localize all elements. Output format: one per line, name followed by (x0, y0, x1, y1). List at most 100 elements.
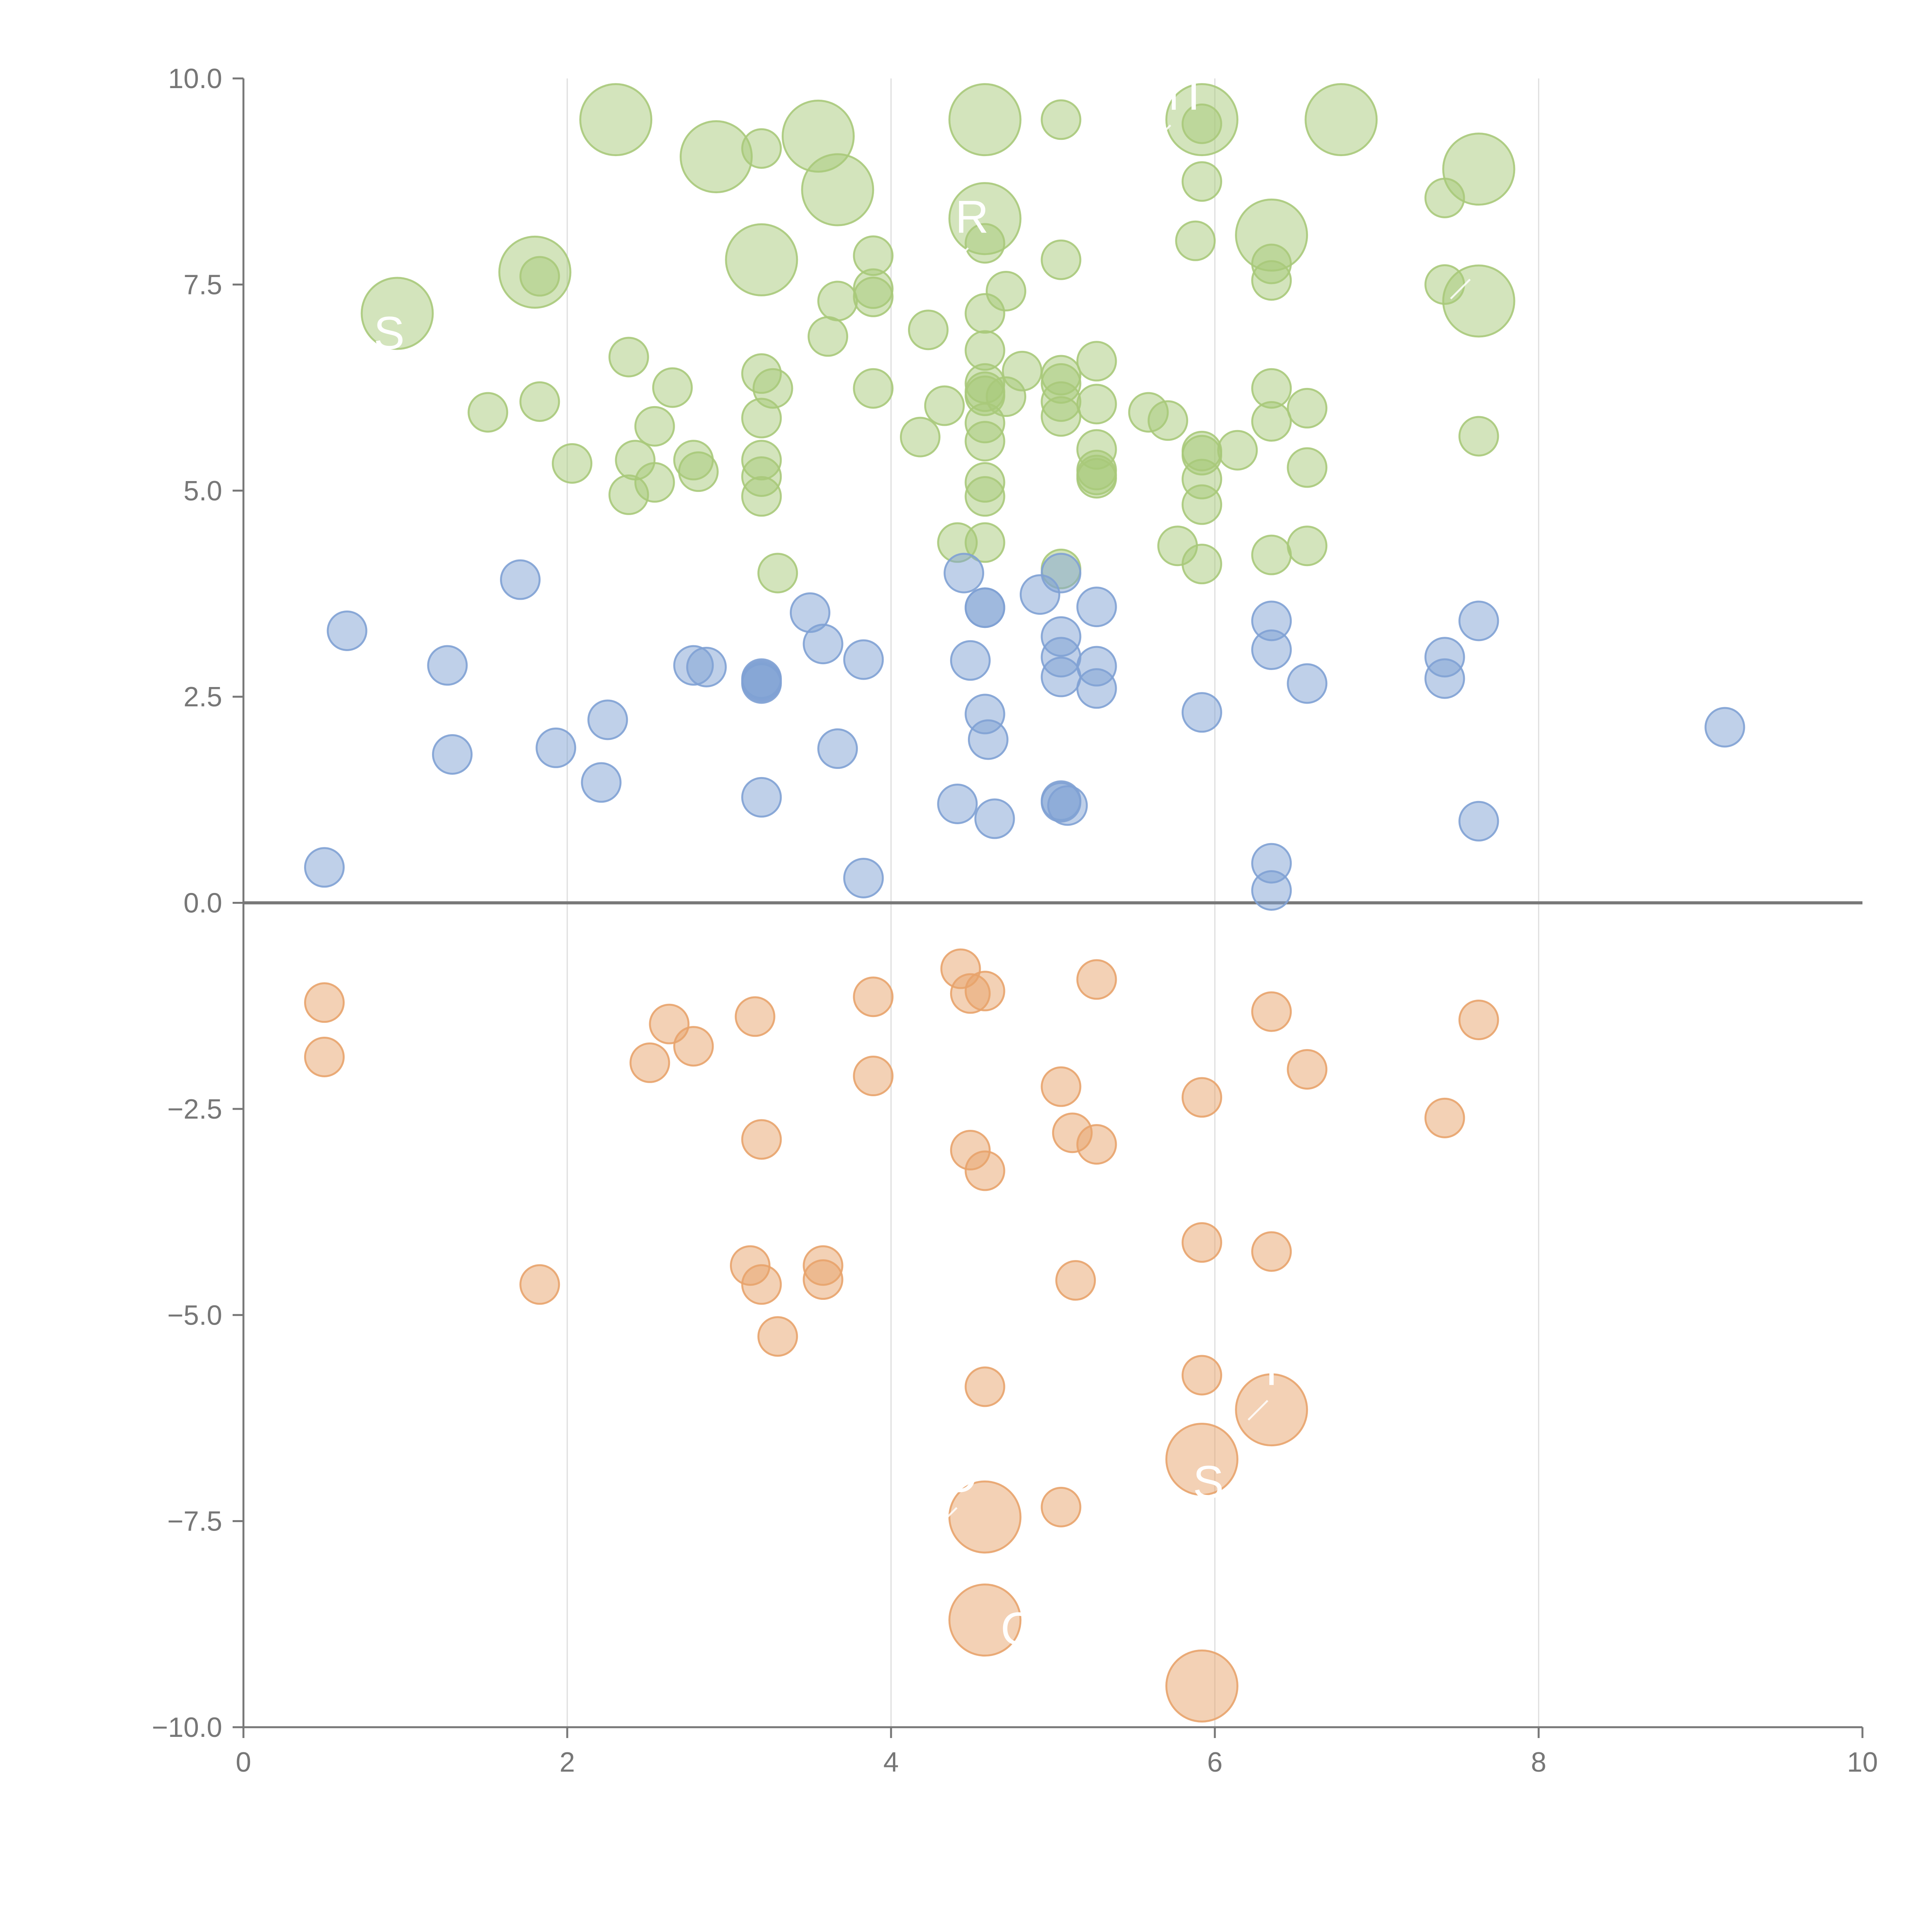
blue-bubble (817, 728, 858, 769)
orange-bubble (519, 1264, 560, 1305)
green-bubble (608, 474, 649, 515)
annotation-leader (1450, 279, 1471, 299)
green-bubble (1442, 264, 1515, 338)
orange-bubble (853, 976, 894, 1017)
blue-bubble (964, 587, 1005, 628)
orange-bubble (1458, 999, 1499, 1040)
green-bubble (1041, 396, 1082, 437)
blue-bubble (843, 857, 884, 898)
blue-bubble (1181, 692, 1222, 733)
blue-bubble (1704, 707, 1745, 748)
green-bubble (519, 381, 560, 422)
green-bubble (1251, 534, 1292, 575)
blue-bubble (968, 719, 1009, 760)
orange-bubble (1041, 1066, 1082, 1107)
blue-bubble (803, 624, 844, 665)
x-tick-label: 6 (1207, 1747, 1223, 1778)
green-bubble (741, 128, 782, 169)
orange-bubble (1251, 991, 1292, 1032)
green-bubble (1217, 430, 1258, 471)
orange-bubble (673, 1026, 714, 1067)
green-bubble (673, 440, 714, 481)
green-bubble (801, 153, 874, 226)
series-green (361, 83, 1515, 594)
green-bubble (552, 443, 593, 484)
y-tick-label: −7.5 (167, 1506, 222, 1537)
series-orange (304, 948, 1499, 1723)
blue-bubble (1076, 668, 1117, 709)
green-bubble (1147, 400, 1188, 441)
green-bubble (1076, 458, 1117, 499)
y-tick-label: 0.0 (184, 888, 222, 919)
orange-bubble (741, 1119, 782, 1160)
orange-bubble (1251, 1231, 1292, 1272)
blue-bubble (1041, 656, 1082, 697)
blue-bubble (974, 798, 1015, 839)
y-tick-label: 10.0 (168, 63, 222, 94)
green-bubble (1041, 239, 1082, 280)
orange-bubble (1165, 1423, 1238, 1496)
orange-bubble (735, 996, 776, 1037)
blue-bubble (304, 847, 345, 888)
green-bubble (1181, 161, 1222, 202)
green-bubble (924, 385, 965, 426)
blue-bubble (1458, 600, 1499, 641)
axis-layer: 10.0 7.5 5.0 2.5 0.0 −2.5 −5.0 −7.5 −10.0 0 2 4 6 8 10 (152, 63, 1878, 1778)
green-bubble (1424, 177, 1465, 218)
blue-bubble (1458, 801, 1499, 842)
orange-bubble (1287, 1049, 1328, 1090)
green-bubble (725, 223, 798, 296)
green-bubble (900, 417, 940, 457)
orange-bubble (1181, 1222, 1222, 1263)
green-bubble (741, 398, 782, 439)
blue-bubble (1076, 587, 1117, 628)
green-bubble (853, 276, 894, 317)
orange-bubble (964, 1150, 1005, 1191)
green-bubble (964, 421, 1005, 462)
green-bubble (1287, 447, 1328, 488)
annotation-leader (948, 247, 969, 268)
annotation-label: T (1257, 1344, 1286, 1395)
green-bubble (1181, 430, 1222, 471)
blue-bubble (741, 777, 782, 818)
annotation-label: D (944, 1451, 978, 1502)
annotation-leader (993, 1659, 1014, 1680)
blue-bubble (581, 762, 622, 803)
green-bubble (1181, 544, 1222, 585)
green-bubble (1251, 260, 1292, 301)
y-tick-label: 5.0 (184, 476, 222, 507)
blue-bubble (536, 727, 577, 768)
green-bubble (1076, 341, 1117, 382)
x-tick-label: 4 (883, 1747, 899, 1778)
x-tick-label: 2 (560, 1747, 575, 1778)
orange-bubble (304, 982, 345, 1023)
label-layer: MT R SO S D S C T (365, 68, 1507, 1680)
annotation-leader (365, 364, 386, 384)
green-bubble (1304, 83, 1378, 156)
x-tick-label: 0 (236, 1747, 251, 1778)
green-bubble (579, 83, 653, 156)
annotation-label: S (374, 307, 405, 359)
green-bubble (1251, 401, 1292, 442)
blue-bubble (432, 734, 473, 775)
green-bubble (1181, 103, 1222, 144)
annotation-label: SO (1440, 222, 1507, 274)
annotation-label: MT (1141, 68, 1208, 120)
green-bubble (1181, 484, 1222, 525)
orange-bubble (1424, 1097, 1465, 1138)
orange-bubble (948, 1480, 1022, 1554)
green-bubble (468, 392, 509, 433)
green-bubble (741, 476, 782, 517)
series-blue (304, 553, 1745, 911)
orange-bubble (1041, 1486, 1082, 1527)
green-bubble (908, 310, 949, 350)
orange-bubble (1235, 1373, 1308, 1447)
y-tick-label: −2.5 (167, 1094, 222, 1125)
bubble-layer (304, 83, 1745, 1723)
orange-bubble (1076, 959, 1117, 1000)
green-bubble (1041, 99, 1082, 140)
green-bubble (808, 316, 849, 357)
orange-bubble (1076, 1124, 1117, 1165)
blue-bubble (327, 610, 367, 651)
